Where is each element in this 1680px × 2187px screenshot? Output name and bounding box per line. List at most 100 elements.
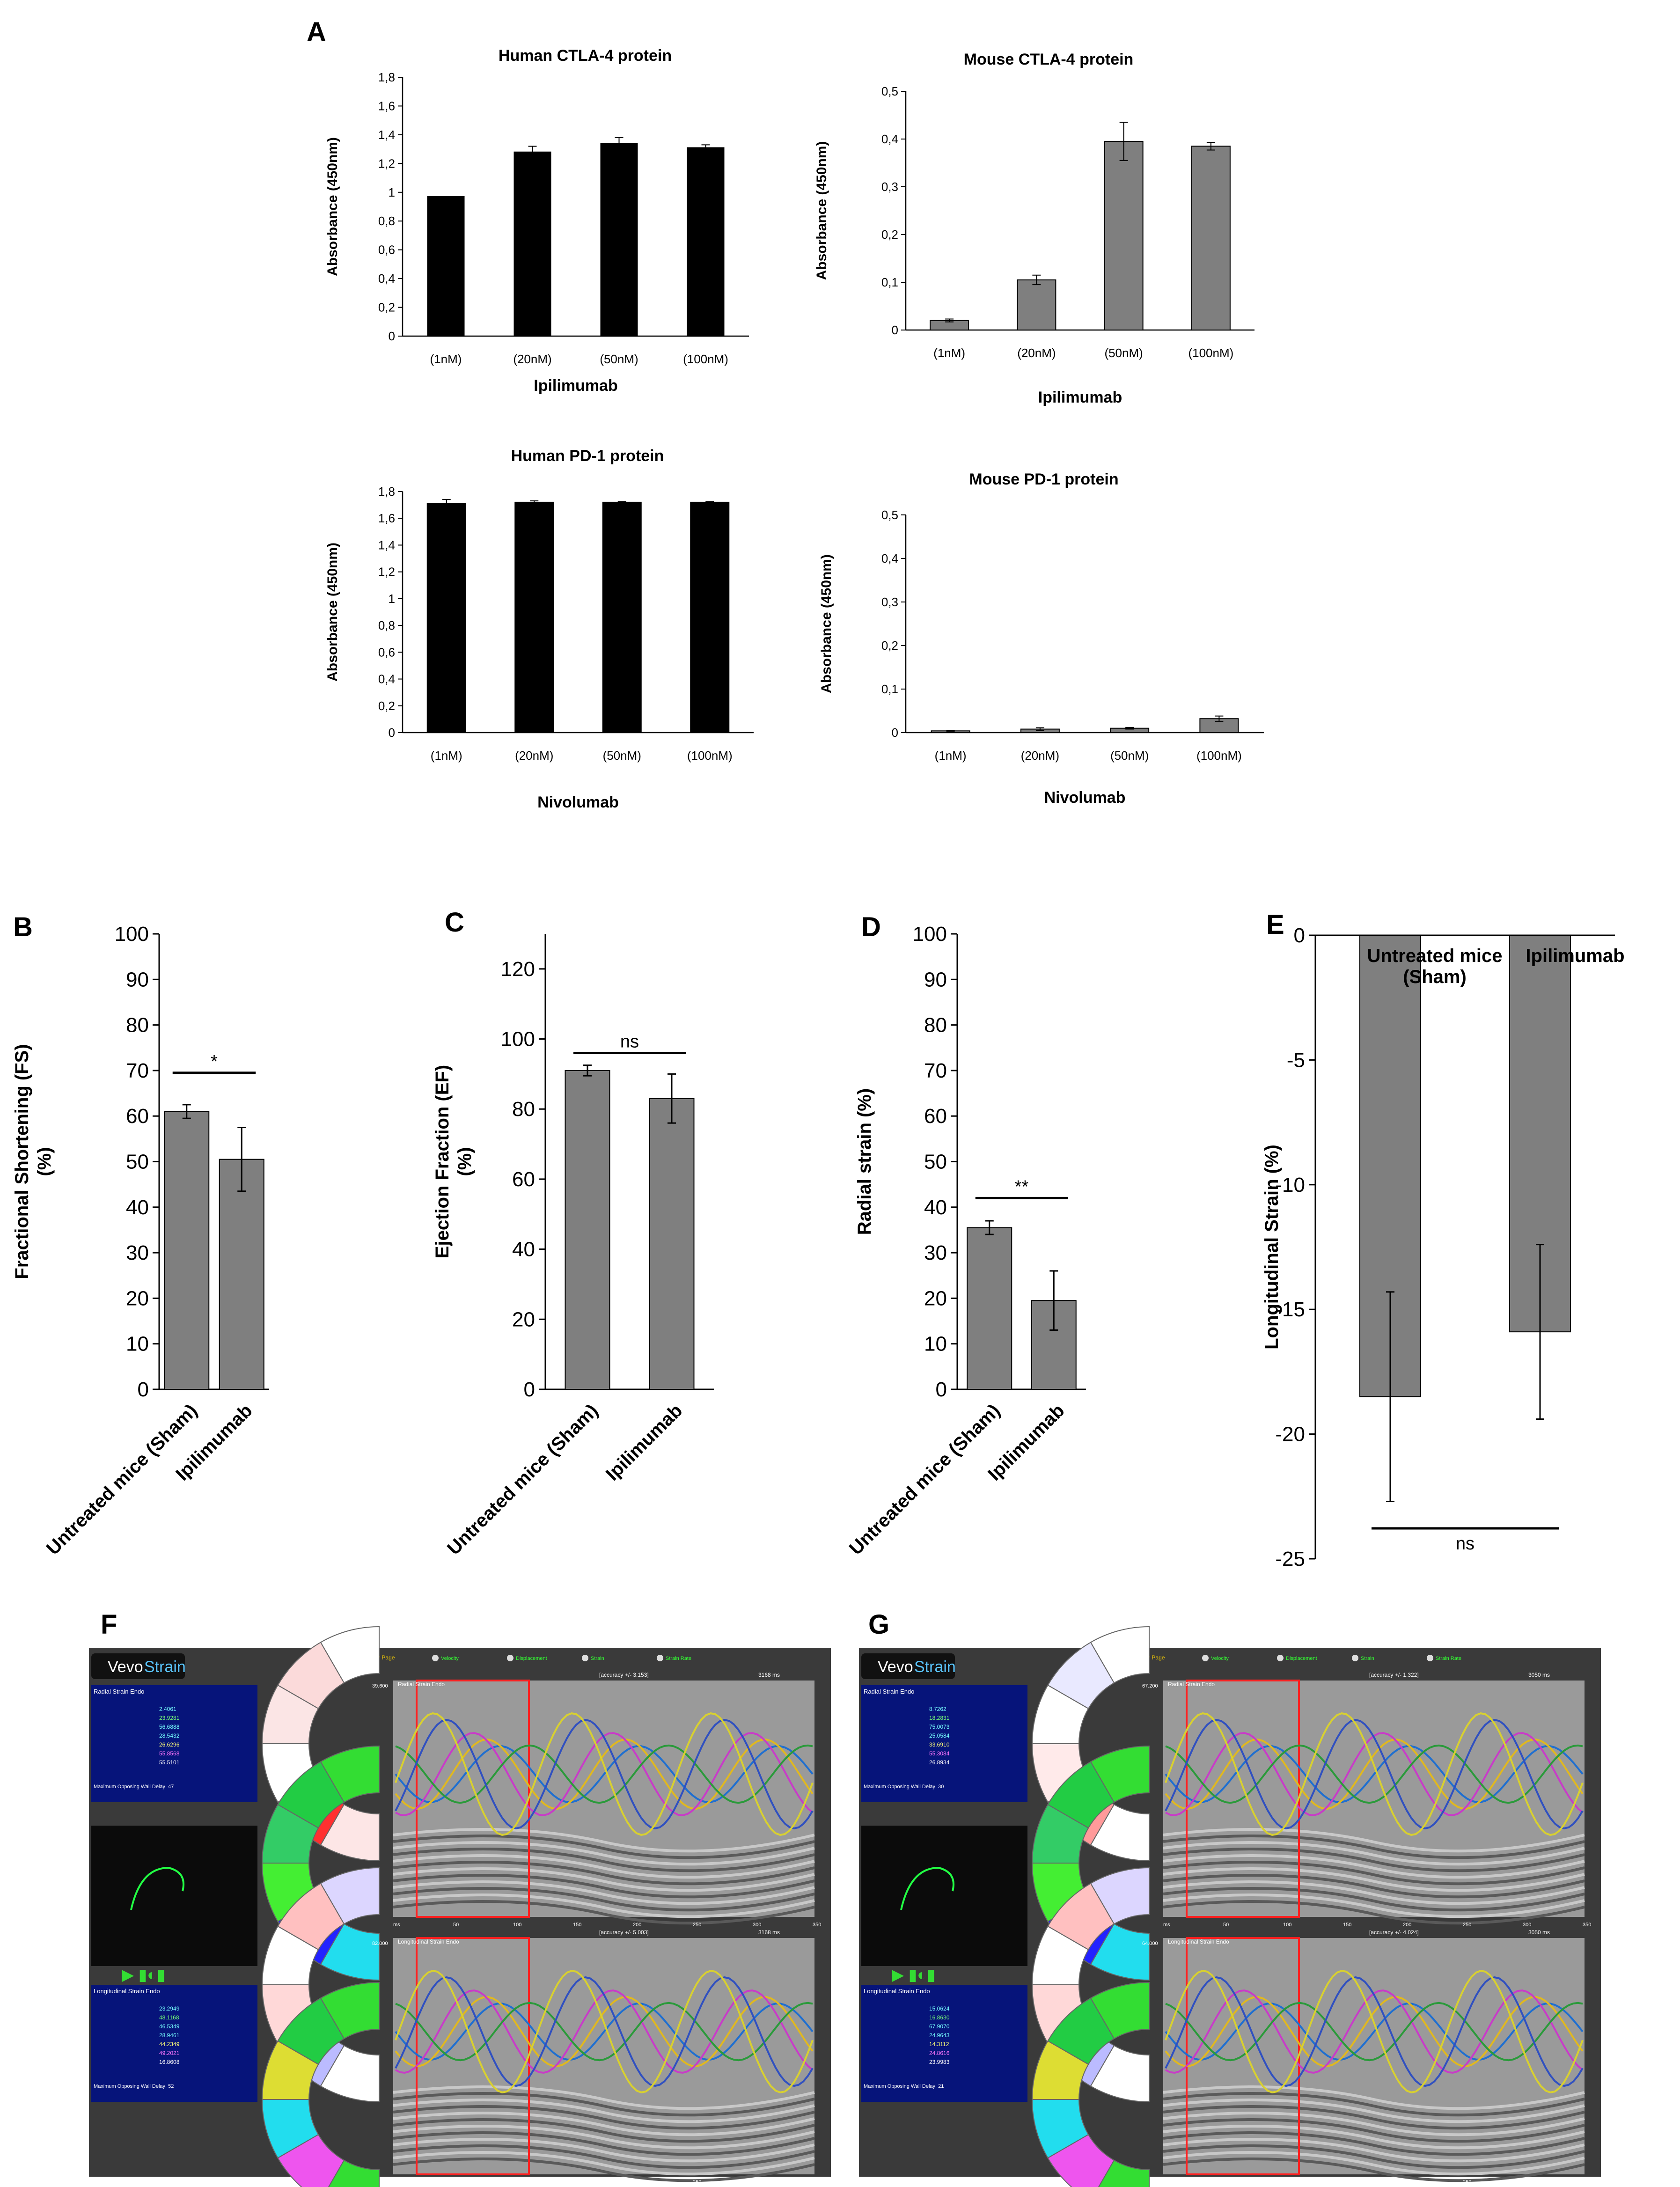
chart-title: Human CTLA-4 protein [499, 47, 672, 65]
mmode-band [393, 2112, 815, 2136]
mmode-band [1163, 1835, 1585, 1859]
y-tick-label: 80 [924, 1014, 947, 1037]
mmode-band [1163, 1887, 1585, 1912]
x-tick-label: Untreated mice [1367, 946, 1503, 966]
mmode-band [1163, 1854, 1585, 1879]
plot-xtick: 200 [633, 1922, 641, 1928]
x-tick-label: Untreated mice (Sham) [43, 1400, 201, 1559]
y-tick-label: 0,2 [378, 301, 395, 315]
table-value: 48.1168 [159, 2014, 179, 2021]
bullseye-segment [328, 2159, 380, 2187]
y-tick-label: 1,4 [378, 538, 395, 552]
x-tick-label: Untreated mice (Sham) [845, 1400, 1004, 1559]
plot-xtick: 350 [1583, 2180, 1591, 2185]
y-tick-label: -15 [1275, 1298, 1305, 1321]
strain-curve [1165, 2002, 1583, 2062]
strain-curve [1165, 1745, 1584, 1803]
duration-label: 3050 ms [1528, 1929, 1550, 1936]
brand-name-2: Strain [144, 1658, 186, 1676]
accuracy-label: [accuracy +/- 5.003] [599, 1929, 649, 1936]
mmode-band [393, 2105, 815, 2130]
table-value: 33.6910 [929, 1741, 950, 1748]
bar [427, 196, 465, 337]
mmode-band [1163, 1848, 1585, 1872]
x-tick-label: (100nM) [683, 352, 728, 366]
y-tick-label: 1,2 [378, 156, 395, 170]
y-axis-title: Absorbance (450nm) [325, 137, 340, 276]
table-value: 56.6888 [159, 1724, 180, 1730]
mmode-band [393, 1900, 815, 1925]
mmode-band [393, 1867, 815, 1892]
mmode-band [1163, 2131, 1585, 2156]
mmode-band [393, 2118, 815, 2143]
mmode-band [1163, 2092, 1585, 2117]
y-tick-label: 0,2 [881, 228, 898, 242]
strain-curve [1165, 1970, 1584, 2093]
table-value: 23.9281 [159, 1715, 180, 1721]
data-table [861, 1685, 1027, 1802]
table-header: Longitudinal Strain Endo [864, 1988, 930, 1995]
table-value: 14.3112 [929, 2041, 949, 2048]
toolbar-radio [1202, 1655, 1209, 1661]
table-value: 24.8616 [929, 2050, 950, 2056]
strain-curve [1165, 1739, 1584, 1810]
plot-xtick: 150 [1343, 1922, 1351, 1928]
strain-curve [1165, 1976, 1584, 2087]
panel-letter-d: D [861, 912, 881, 942]
y-tick-label: 20 [126, 1287, 149, 1310]
chart-human-pd1: 0 0,2 0,4 0,6 0,8 1 1,2 1,4 1,6 1,8 (1nM) (20nM) (50… [325, 447, 754, 811]
y-axis-title: Absorbance (450nm) [819, 554, 834, 693]
panel-letter-g: G [868, 1609, 889, 1640]
mmode-band [1163, 2144, 1585, 2169]
mmode-band [393, 1874, 815, 1899]
strain-curve [395, 1718, 814, 1830]
y-tick-label: 60 [126, 1105, 149, 1128]
plot-xtick: 300 [1523, 1922, 1531, 1928]
brand-name-2: Strain [914, 1658, 956, 1676]
x-tick-label: (1nM) [935, 749, 967, 763]
y-tick-label: 80 [512, 1098, 535, 1121]
vevo-strain-screenshot-f: VevoStrainSegmental Synchronicity PageVe… [89, 1626, 831, 2187]
y-axis-title: Longitudinal Strain (%) [1262, 1145, 1282, 1350]
toolbar-radio [507, 1655, 514, 1661]
plot-xtick: 100 [1283, 2180, 1291, 2185]
table-value: 26.8934 [929, 1759, 950, 1766]
bar [690, 501, 730, 734]
strain-curve [395, 1976, 814, 2087]
y-axis-title: Ejection Fraction (EF) [432, 1065, 453, 1258]
plot-xtick: 50 [453, 2180, 459, 2185]
x-tick-label: (100nM) [1196, 749, 1242, 763]
bar [514, 501, 554, 734]
mmode-band [393, 2099, 815, 2123]
mmode-band [1163, 1900, 1585, 1925]
mmode-band [1163, 2105, 1585, 2130]
bullseye-segment [320, 1804, 380, 1862]
mmode-band [1163, 2085, 1585, 2110]
y-tick-label: 0,4 [881, 551, 898, 565]
mmode-band [393, 2085, 815, 2110]
y-tick-label: 1,6 [378, 511, 395, 525]
toolbar-label: Displacement [516, 1656, 547, 1661]
ultrasound-thumbnail [861, 1826, 1027, 1966]
x-tick-label: (100nM) [687, 749, 733, 763]
y-tick-label: -25 [1275, 1548, 1305, 1571]
y-axis-title: Absorbance (450nm) [325, 543, 340, 682]
mmode-band [393, 2138, 815, 2163]
y-tick-label: 0,6 [378, 645, 395, 659]
plot-header: Radial Strain Endo [398, 1681, 445, 1688]
mmode-band [393, 2158, 815, 2182]
accuracy-label: [accuracy +/- 1.322] [1369, 1672, 1419, 1678]
chart-human-ctla4: 0 0,2 0,4 0,6 0,8 1 1,2 1,4 1,6 1,8 (1nM) (20nM) (50… [325, 47, 749, 395]
toolbar-label: Velocity [441, 1656, 459, 1661]
x-tick-label: Ipilimumab [602, 1400, 686, 1484]
x-tick-label: Untreated mice (Sham) [443, 1400, 602, 1559]
x-tick-label: (1nM) [431, 749, 462, 763]
y-tick-label: 0,3 [881, 180, 898, 194]
table-value: 23.2949 [159, 2005, 180, 2012]
y-tick-label: 0,5 [881, 84, 898, 98]
chart-ejection-fraction: 0 20 40 60 80 100 120 Untreated mice (Sham) Ipil… [432, 934, 714, 1559]
chart-fractional-shortening: 0 10 20 30 40 50 60 70 80 90 100 Untreated mice (Sh… [12, 923, 269, 1559]
bar [1191, 146, 1231, 330]
mmode-band [393, 1861, 815, 1886]
